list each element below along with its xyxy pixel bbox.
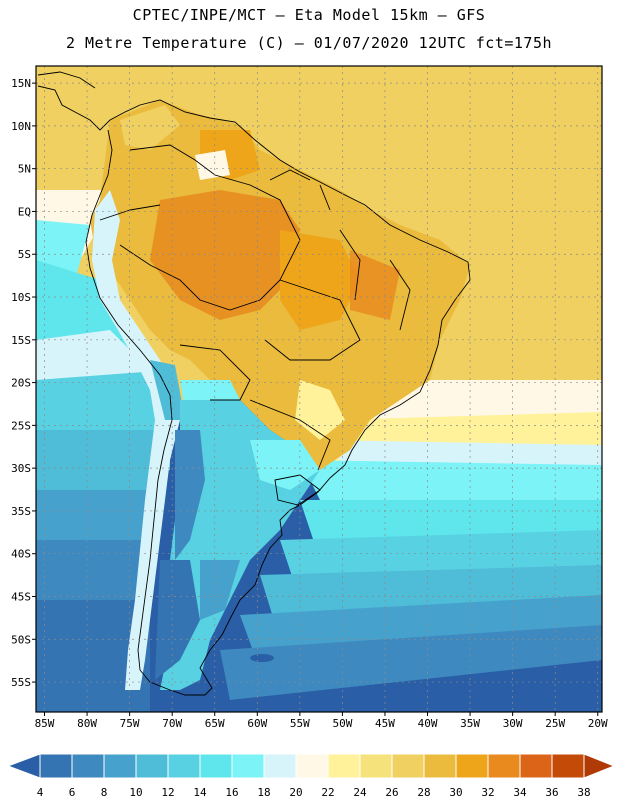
colorbar-swatch [359, 753, 393, 779]
colorbar-label: 36 [545, 786, 558, 799]
colorbar-swatch [423, 753, 457, 779]
lat-label: 30S [11, 462, 31, 475]
colorbar-swatch [487, 753, 521, 779]
colorbar-swatch [231, 753, 265, 779]
colorbar-label: 38 [577, 786, 590, 799]
colorbar-swatch [391, 753, 425, 779]
lon-label: 40W [418, 717, 438, 730]
lat-label: 10S [11, 291, 31, 304]
lat-label: 20S [11, 377, 31, 390]
colorbar-labels: 4 6 8 10 12 14 16 18 20 22 24 26 28 30 32 34 36 38 [37, 786, 591, 799]
colorbar-swatch [103, 753, 137, 779]
coastlines [37, 71, 471, 696]
colorbar [6, 753, 616, 779]
colorbar-swatch [39, 753, 73, 779]
colorbar-label: 6 [69, 786, 76, 799]
colorbar-label: 30 [449, 786, 462, 799]
latitude-labels: 15N 10N 5N EQ 5S 10S 15S 20S 25S 30S 35S 40S 45S 50S 5… [11, 77, 36, 689]
map-frame [35, 65, 603, 713]
lat-label: 50S [11, 633, 31, 646]
colorbar-swatch [519, 753, 553, 779]
map-title: CPTEC/INPE/MCT – Eta Model 15km – GFS [132, 6, 486, 24]
colorbar-label: 12 [161, 786, 174, 799]
lat-label: 5S [18, 248, 31, 261]
colorbar-label: 26 [385, 786, 398, 799]
temperature-field [36, 66, 602, 712]
colorbar-swatch [199, 753, 233, 779]
lon-label: 80W [77, 717, 97, 730]
colorbar-label: 18 [257, 786, 270, 799]
colorbar-swatch [327, 753, 361, 779]
lon-label: 85W [35, 717, 55, 730]
lon-label: 30W [503, 717, 523, 730]
colorbar-swatch [455, 753, 489, 779]
lat-label: 10N [11, 120, 31, 133]
colorbar-label: 14 [193, 786, 207, 799]
lat-label: 55S [11, 676, 31, 689]
colorbar-label: 28 [417, 786, 430, 799]
longitude-labels: 85W 80W 75W 70W 65W 60W 55W 50W 45W 40W 35W 30W 25W 2… [35, 712, 608, 730]
lat-label: EQ [18, 205, 31, 218]
lon-label: 20W [588, 717, 608, 730]
lon-label: 25W [545, 717, 565, 730]
colorbar-swatch [263, 753, 297, 779]
colorbar-label: 22 [321, 786, 334, 799]
colorbar-swatch [167, 753, 201, 779]
lon-label: 70W [162, 717, 182, 730]
lat-label: 5N [18, 163, 31, 176]
lon-label: 45W [375, 717, 395, 730]
colorbar-swatch [71, 753, 105, 779]
colorbar-label: 10 [129, 786, 142, 799]
lon-label: 50W [332, 717, 352, 730]
lat-label: 15S [11, 334, 31, 347]
lat-label: 45S [11, 590, 31, 603]
lon-label: 60W [247, 717, 267, 730]
colorbar-label: 4 [37, 786, 44, 799]
lon-label: 55W [290, 717, 310, 730]
lat-label: 15N [11, 77, 31, 90]
lon-label: 75W [120, 717, 140, 730]
grid-lines [36, 66, 602, 712]
colorbar-swatch [551, 753, 585, 779]
colorbar-label: 32 [481, 786, 494, 799]
lon-label: 35W [460, 717, 480, 730]
colorbar-swatch [6, 753, 41, 779]
lat-label: 35S [11, 505, 31, 518]
colorbar-swatch [583, 753, 616, 779]
colorbar-swatch [135, 753, 169, 779]
colorbar-swatch [295, 753, 329, 779]
colorbar-label: 34 [513, 786, 527, 799]
map-subtitle: 2 Metre Temperature (C) – 01/07/2020 12U… [65, 34, 553, 52]
colorbar-label: 24 [353, 786, 367, 799]
colorbar-label: 8 [101, 786, 108, 799]
lon-label: 65W [205, 717, 225, 730]
lat-label: 40S [11, 548, 31, 561]
lat-label: 25S [11, 419, 31, 432]
colorbar-label: 20 [289, 786, 302, 799]
colorbar-label: 16 [225, 786, 238, 799]
